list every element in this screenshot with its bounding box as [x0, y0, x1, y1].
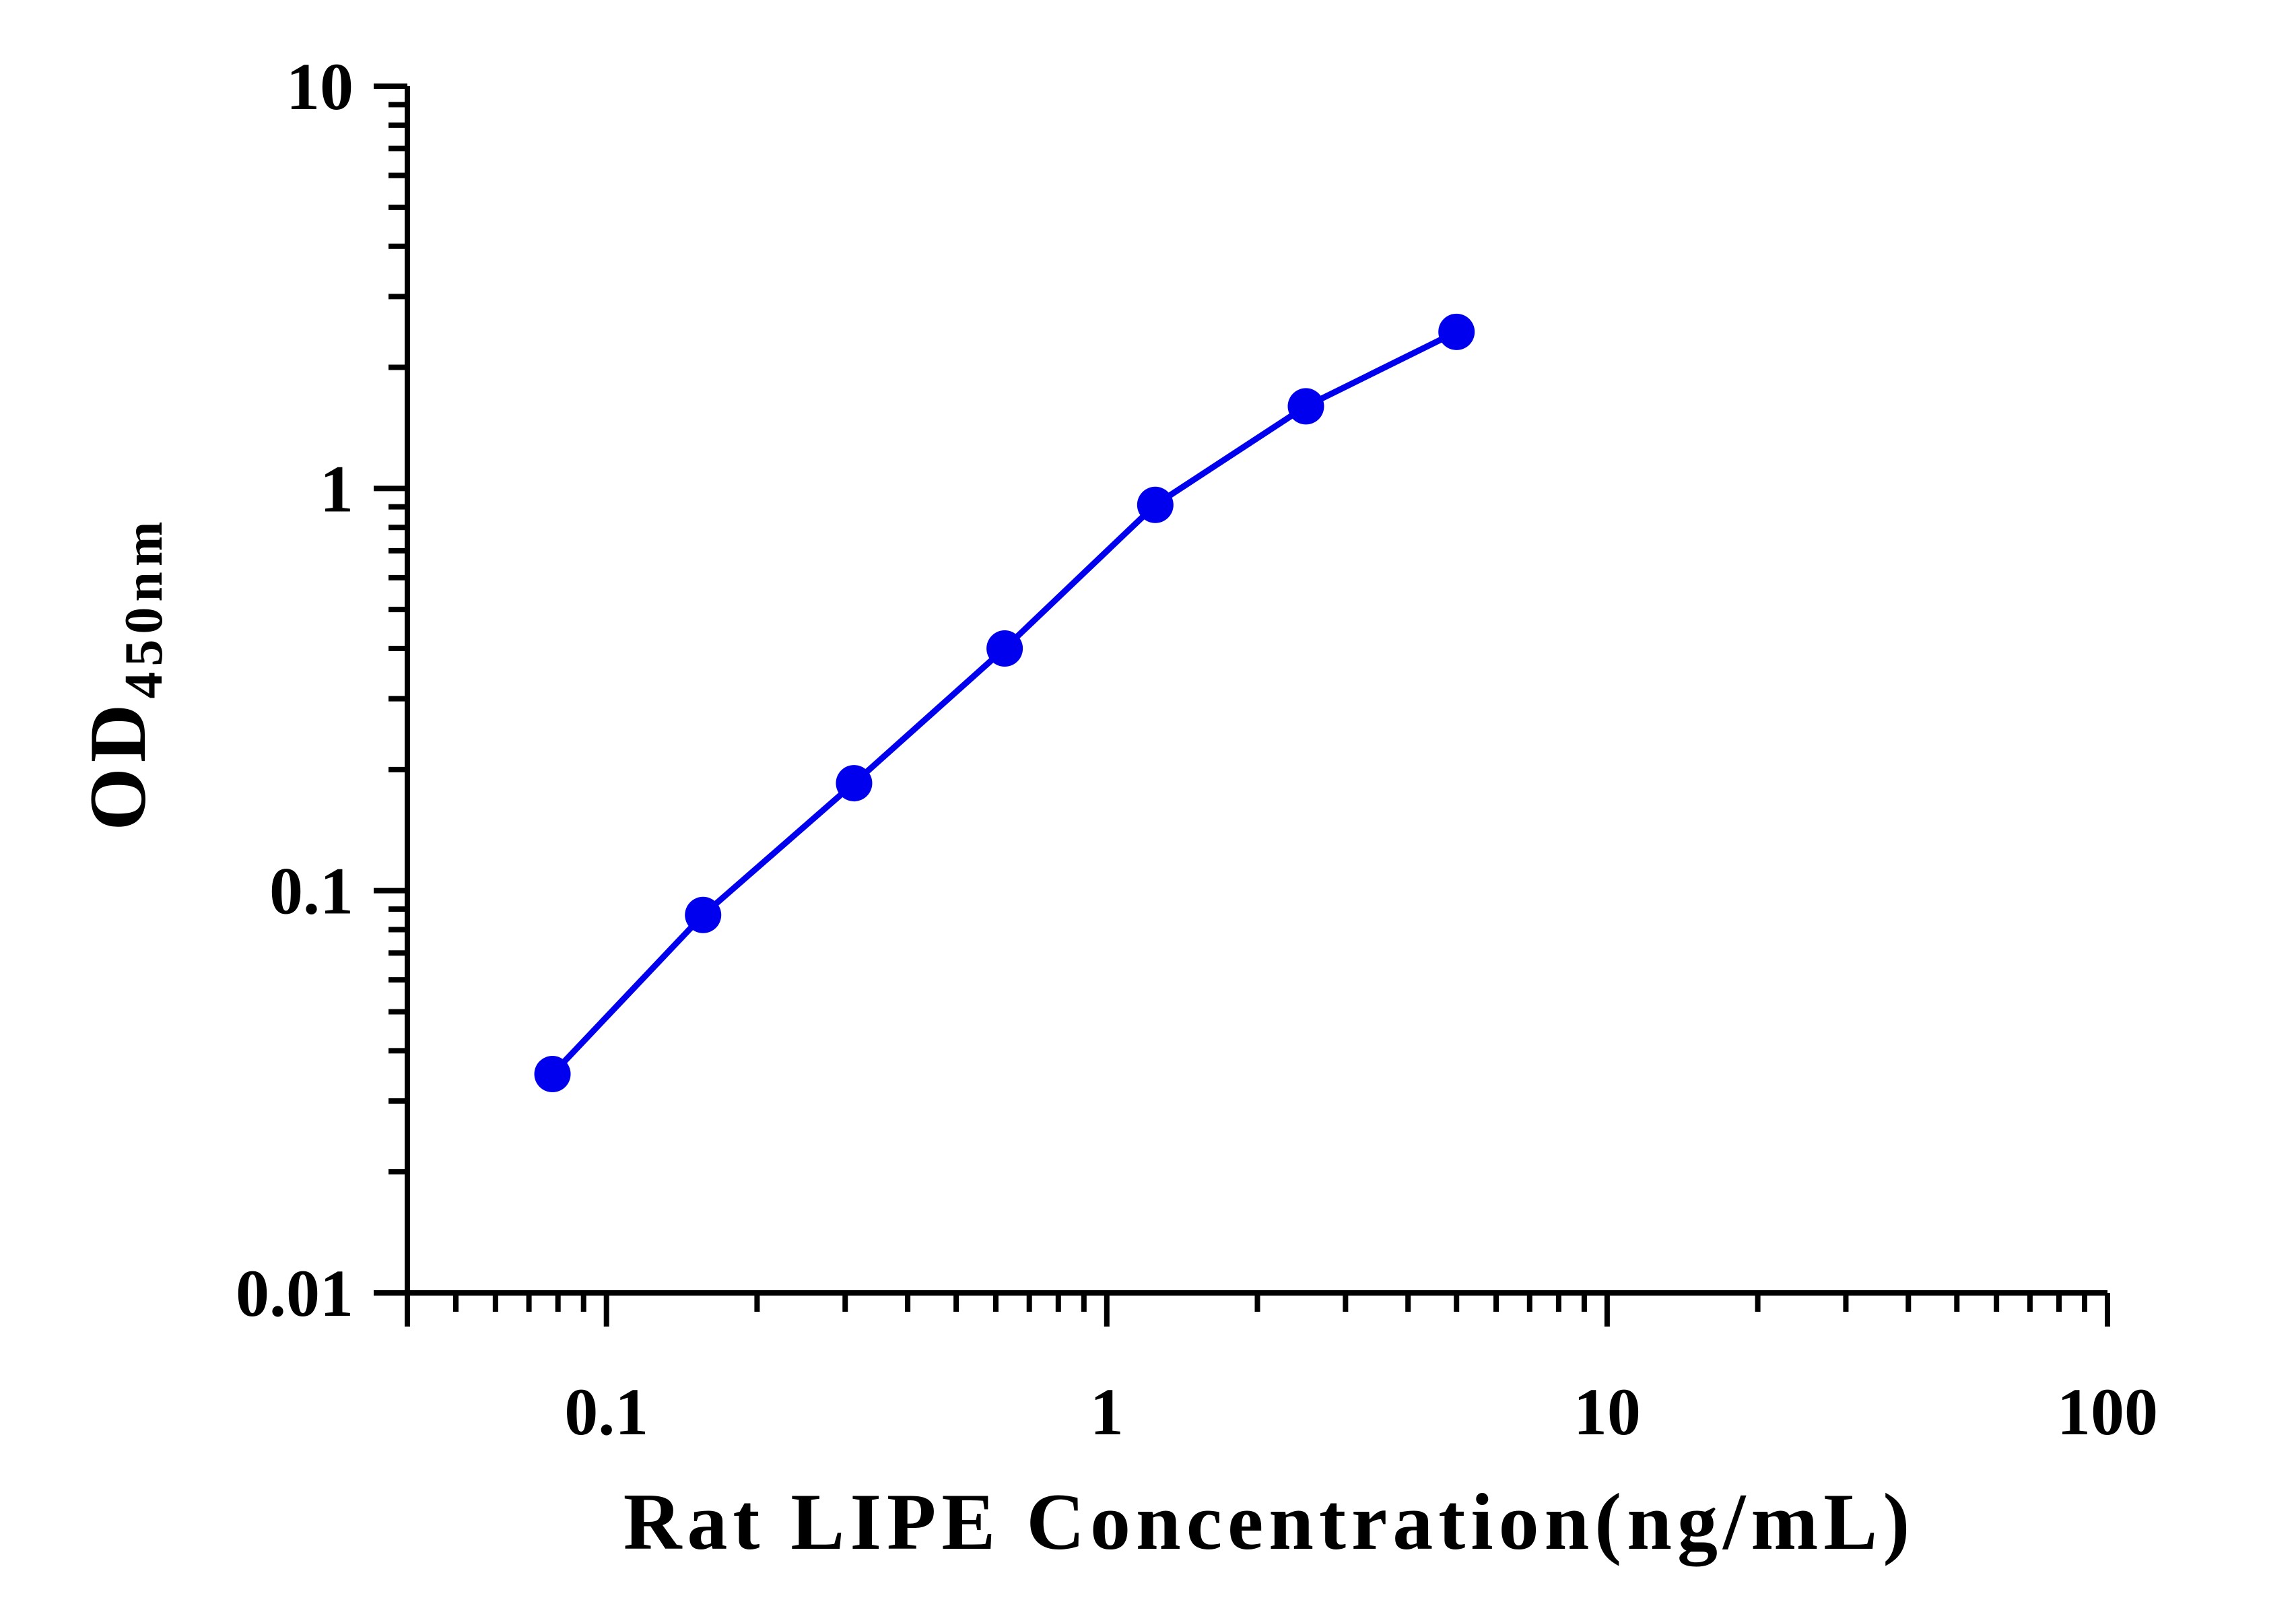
data-point	[1137, 486, 1174, 523]
y-axis-title: OD450nm	[73, 516, 174, 830]
x-axis: 0.1 1 10 100	[405, 1290, 2158, 1449]
data-point	[534, 1056, 571, 1093]
y-tick-label: 0.01	[236, 1256, 353, 1331]
y-tick-label: 0.1	[269, 854, 353, 929]
x-tick-label: 100	[2057, 1374, 2158, 1449]
x-axis-title: Rat LIPE Concentration(ng/mL)	[623, 1477, 1916, 1567]
x-tick-label: 1	[1090, 1374, 1124, 1449]
y-tick-label: 1	[320, 451, 353, 526]
data-point	[836, 765, 873, 802]
x-tick-label: 0.1	[564, 1374, 648, 1449]
data-point	[986, 630, 1023, 667]
data-point	[1287, 388, 1324, 425]
data-point	[1438, 313, 1475, 350]
series-layer	[534, 313, 1475, 1093]
x-tick-label: 10	[1574, 1374, 1641, 1449]
series-line	[550, 329, 1458, 1077]
y-axis-title-subscript: 450nm	[114, 516, 174, 698]
y-axis: 0.01 0.1 1 10	[236, 49, 410, 1331]
data-point	[685, 896, 722, 933]
y-tick-label: 10	[286, 49, 353, 124]
y-axis-title-main: OD	[73, 699, 162, 831]
